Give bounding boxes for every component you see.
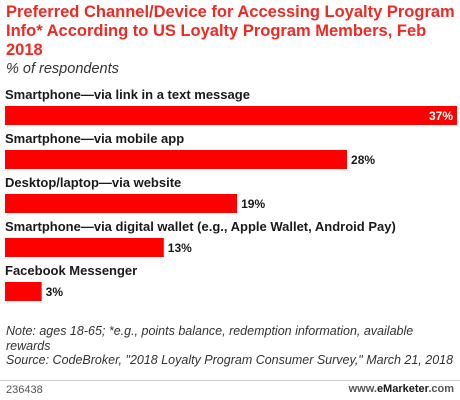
value-label: 3% bbox=[46, 285, 64, 299]
bar bbox=[5, 282, 42, 301]
chart-id: 236438 bbox=[6, 384, 43, 396]
brand-prefix: www. bbox=[348, 383, 377, 395]
bar-chart: Smartphone—via link in a text message 37%… bbox=[5, 87, 457, 301]
bar bbox=[5, 238, 164, 257]
chart-title: Preferred Channel/Device for Accessing L… bbox=[6, 3, 455, 59]
brand-suffix: .com bbox=[428, 383, 454, 395]
category-label: Desktop/laptop—via website bbox=[5, 175, 181, 190]
chart-notes: Note: ages 18-65; *e.g., points balance,… bbox=[6, 324, 456, 368]
footer-divider bbox=[0, 380, 460, 381]
chart-subtitle: % of respondents bbox=[6, 61, 119, 77]
category-label: Smartphone—via link in a text message bbox=[5, 87, 250, 102]
bar bbox=[5, 194, 238, 213]
brand-name: eMarketer bbox=[376, 383, 429, 395]
source-text: Source: CodeBroker, "2018 Loyalty Progra… bbox=[6, 353, 454, 367]
category-label: Facebook Messenger bbox=[5, 263, 137, 278]
category-label: Smartphone—via mobile app bbox=[5, 131, 184, 146]
bar bbox=[5, 150, 348, 169]
note-text: Note: ages 18-65; *e.g., points balance,… bbox=[6, 324, 414, 353]
value-label: 19% bbox=[241, 197, 265, 211]
value-label: 37% bbox=[429, 109, 453, 123]
value-label: 28% bbox=[351, 153, 375, 167]
category-label: Smartphone—via digital wallet (e.g., App… bbox=[5, 219, 396, 234]
bars-layer: Smartphone—via link in a text message 37%… bbox=[5, 87, 457, 301]
value-label: 13% bbox=[168, 241, 192, 255]
brand-logo: www.eMarketer.com bbox=[349, 383, 454, 395]
bar bbox=[5, 106, 457, 125]
